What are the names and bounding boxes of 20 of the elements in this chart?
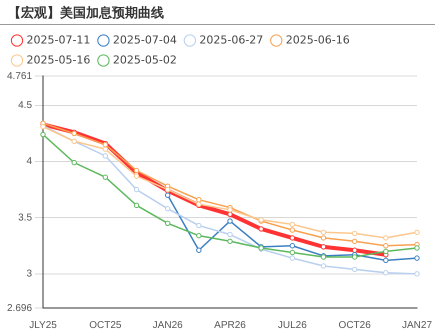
legend-label: 2025-06-27 — [199, 33, 264, 46]
legend-label: 2025-07-04 — [112, 33, 177, 46]
x-tick-label: JAN26 — [152, 320, 184, 331]
x-tick-label: JUL26 — [278, 320, 308, 331]
x-tick-label: OCT25 — [89, 320, 122, 331]
y-tick-label: 2.696 — [6, 302, 32, 314]
y-tick-label: 4.5 — [18, 100, 32, 112]
y-tick-label: 4 — [26, 156, 32, 168]
x-tick-label: OCT26 — [338, 320, 372, 331]
x-tick-label: APR26 — [214, 320, 246, 331]
legend-label: 2025-06-16 — [286, 33, 350, 46]
x-tick-label: JLY25 — [29, 320, 58, 331]
legend-label: 2025-07-11 — [26, 33, 90, 46]
chart-title: 【宏观】美国加息预期曲线 — [8, 4, 164, 22]
y-tick-label: 3 — [26, 268, 32, 280]
legend-label: 2025-05-16 — [26, 53, 90, 66]
y-tick-label: 4.761 — [6, 70, 32, 82]
y-tick-label: 3.5 — [18, 212, 32, 224]
legend-label: 2025-05-02 — [112, 53, 177, 66]
x-tick-label: JAN27 — [402, 320, 432, 331]
